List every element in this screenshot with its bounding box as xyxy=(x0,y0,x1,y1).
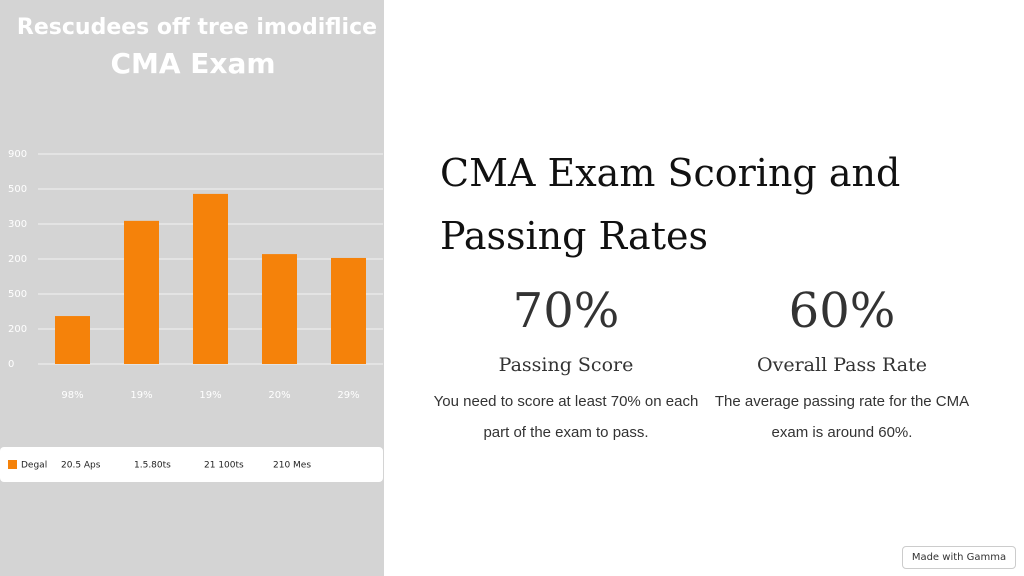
stat-description: The average passing rate for the CMA exa… xyxy=(714,393,970,441)
legend-item: 1.5.80ts xyxy=(134,461,171,471)
x-tick-label: 29% xyxy=(337,390,359,401)
y-tick-label: 500 xyxy=(8,184,27,195)
badge[interactable]: Made with Gamma xyxy=(902,546,1016,569)
x-tick-label: 98% xyxy=(61,390,83,401)
bar xyxy=(262,254,297,364)
stat-value: 60% xyxy=(788,283,896,339)
legend-label: Degal xyxy=(21,461,47,471)
y-tick-label: 900 xyxy=(8,149,27,160)
bar xyxy=(55,316,90,364)
legend-item: 210 Mes xyxy=(273,461,311,471)
heading: CMA Exam Scoring and Passing Rates xyxy=(440,151,901,258)
stat: 70% Passing Score You need to score at l… xyxy=(431,280,701,448)
legend-box xyxy=(0,447,383,482)
x-tick-label: 19% xyxy=(199,390,221,401)
y-tick-label: 200 xyxy=(8,254,27,265)
chart: Rescudees off tree imodiflice CMA Exam 0… xyxy=(0,0,384,576)
bar xyxy=(124,220,159,364)
chart-title: Rescudees off tree imodiflice xyxy=(17,15,377,40)
x-tick-label: 20% xyxy=(268,390,290,401)
bar xyxy=(193,193,228,364)
legend-swatch xyxy=(8,460,17,469)
stat: 60% Overall Pass Rate The average passin… xyxy=(707,280,977,448)
chart-background xyxy=(0,0,384,576)
stat-value: 70% xyxy=(512,283,620,339)
legend-item: 20.5 Aps xyxy=(61,461,101,471)
stat-description: You need to score at least 70% on each p… xyxy=(433,393,699,441)
bar xyxy=(331,257,366,364)
x-tick-label: 19% xyxy=(130,390,152,401)
stat-label: Overall Pass Rate xyxy=(757,354,927,376)
legend-item: 21 100ts xyxy=(204,461,244,471)
y-tick-label: 0 xyxy=(8,359,14,370)
chart-subtitle: CMA Exam xyxy=(110,47,275,80)
y-tick-label: 300 xyxy=(8,219,27,230)
stat-label: Passing Score xyxy=(498,354,634,376)
y-tick-label: 500 xyxy=(8,289,27,300)
y-tick-label: 200 xyxy=(8,324,27,335)
